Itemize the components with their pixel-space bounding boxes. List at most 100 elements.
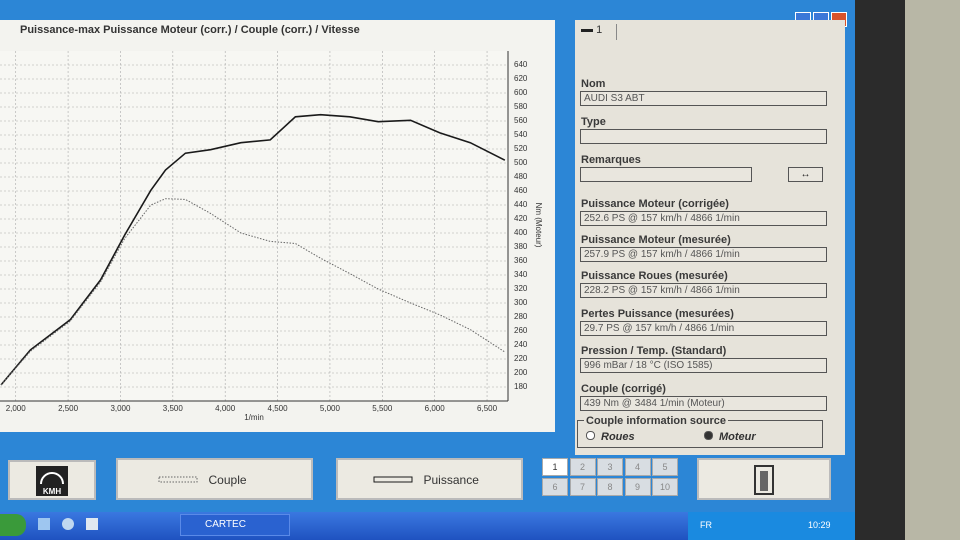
field-label: Pertes Puissance (mesurées) <box>581 308 734 320</box>
y-tick-label: 420 <box>514 214 528 223</box>
y-tick-label: 540 <box>514 130 528 139</box>
x-tick-label: 5,500 <box>372 404 393 413</box>
y-tick-label: 280 <box>514 312 528 321</box>
radio-option[interactable]: Moteur <box>704 431 756 443</box>
legend-label: Couple <box>208 473 247 487</box>
start-button[interactable] <box>0 514 26 536</box>
legend-button[interactable]: Puissance <box>336 458 523 500</box>
y-tick-label: 560 <box>514 116 528 125</box>
y-tick-label: 600 <box>514 88 528 97</box>
x-tick-label: 6,500 <box>477 404 498 413</box>
legend-swatch <box>373 476 412 483</box>
page-button[interactable]: 3 <box>597 458 623 476</box>
field-value: 439 Nm @ 3484 1/min (Moteur) <box>584 398 725 409</box>
y-tick-label: 220 <box>514 354 528 363</box>
radio[interactable] <box>586 431 595 440</box>
field-value: 252.6 PS @ 157 km/h / 4866 1/min <box>584 213 740 224</box>
y-tick-label: 200 <box>514 368 528 377</box>
y-axis-label: Nm (Moteur) <box>534 203 543 248</box>
y-tick-label: 240 <box>514 340 528 349</box>
field-box <box>580 167 752 182</box>
field-label: Pression / Temp. (Standard) <box>581 345 727 357</box>
field-box: 257.9 PS @ 157 km/h / 4866 1/min <box>580 247 827 262</box>
legend-swatch-line <box>373 476 412 483</box>
chart-title: Puissance-max Puissance Moteur (corr.) /… <box>20 24 360 36</box>
task-button[interactable]: CARTEC <box>180 514 290 536</box>
y-tick-label: 620 <box>514 74 528 83</box>
door-icon <box>754 465 774 495</box>
page-button[interactable]: 2 <box>569 458 596 476</box>
source-title: Couple information source <box>584 415 728 427</box>
field-label: Couple (corrigé) <box>581 383 666 395</box>
y-tick-label: 500 <box>514 158 528 167</box>
x-tick-label: 2,000 <box>6 404 27 413</box>
page-button[interactable]: 8 <box>597 478 623 496</box>
field-value: 257.9 PS @ 157 km/h / 4866 1/min <box>584 249 740 260</box>
y-tick-label: 640 <box>514 60 528 69</box>
swap-button[interactable]: ↔ <box>788 167 823 182</box>
wall <box>905 0 960 540</box>
radio-label: Moteur <box>719 431 756 443</box>
y-tick-label: 180 <box>514 382 528 391</box>
series-line <box>0 113 506 386</box>
x-tick-label: 3,500 <box>163 404 184 413</box>
field-box <box>580 129 827 144</box>
radio-label: Roues <box>601 431 635 443</box>
y-tick-label: 360 <box>514 256 528 265</box>
y-tick-label: 520 <box>514 144 528 153</box>
speed-button[interactable]: KMH <box>8 460 96 500</box>
radio[interactable] <box>704 431 713 440</box>
y-tick-label: 380 <box>514 242 528 251</box>
legend-swatch-line <box>158 476 197 483</box>
page-button[interactable]: 9 <box>624 478 651 496</box>
y-tick-label: 480 <box>514 172 528 181</box>
field-box: 439 Nm @ 3484 1/min (Moteur) <box>580 396 827 411</box>
y-tick-label: 300 <box>514 298 528 307</box>
field-label: Remarques <box>581 154 641 166</box>
clock: 10:29 <box>808 520 831 530</box>
tab-label: 1 <box>596 24 603 36</box>
door-button[interactable] <box>697 458 831 500</box>
quick-icon[interactable] <box>86 518 98 530</box>
x-axis-label: 1/min <box>244 413 264 422</box>
field-label: Nom <box>581 78 606 90</box>
page-button[interactable]: 5 <box>652 458 678 476</box>
x-tick-label: 2,500 <box>58 404 79 413</box>
field-value: AUDI S3 ABT <box>584 93 645 104</box>
page-button[interactable]: 1 <box>542 458 568 476</box>
quick-icon[interactable] <box>38 518 50 530</box>
y-tick-label: 440 <box>514 200 528 209</box>
field-box: 228.2 PS @ 157 km/h / 4866 1/min <box>580 283 827 298</box>
tab[interactable]: 1 <box>581 24 617 40</box>
page-button[interactable]: 4 <box>624 458 651 476</box>
page-button[interactable]: 7 <box>569 478 596 496</box>
legend-label: Puissance <box>423 473 479 487</box>
page-button[interactable]: 6 <box>542 478 568 496</box>
legend-swatch <box>158 476 197 483</box>
field-value: 996 mBar / 18 °C (ISO 1585) <box>584 360 713 371</box>
field-value: 228.2 PS @ 157 km/h / 4866 1/min <box>584 285 740 296</box>
speed-icon-label: KMH <box>43 487 61 496</box>
speed-icon: KMH <box>36 466 68 496</box>
page-button[interactable]: 10 <box>652 478 678 496</box>
taskbar: CARTEC FR 10:29 <box>0 512 855 540</box>
y-tick-label: 320 <box>514 284 528 293</box>
legend-button[interactable]: Couple <box>116 458 313 500</box>
y-tick-label: 580 <box>514 102 528 111</box>
language[interactable]: FR <box>700 520 712 530</box>
field-label: Puissance Moteur (mesurée) <box>581 234 731 246</box>
y-tick-label: 340 <box>514 270 528 279</box>
y-tick-label: 260 <box>514 326 528 335</box>
y-tick-label: 400 <box>514 228 528 237</box>
quick-icon[interactable] <box>62 518 74 530</box>
field-label: Type <box>581 116 606 128</box>
x-tick-label: 4,000 <box>215 404 236 413</box>
field-box: 996 mBar / 18 °C (ISO 1585) <box>580 358 827 373</box>
radio-option[interactable]: Roues <box>586 431 635 443</box>
info-panel: 1 Nom AUDI S3 ABT Type Remarques ↔ Puissance … <box>575 20 845 455</box>
field-label: Puissance Roues (mesurée) <box>581 270 728 282</box>
series-line <box>0 198 506 386</box>
x-tick-label: 6,000 <box>425 404 446 413</box>
y-tick-label: 460 <box>514 186 528 195</box>
